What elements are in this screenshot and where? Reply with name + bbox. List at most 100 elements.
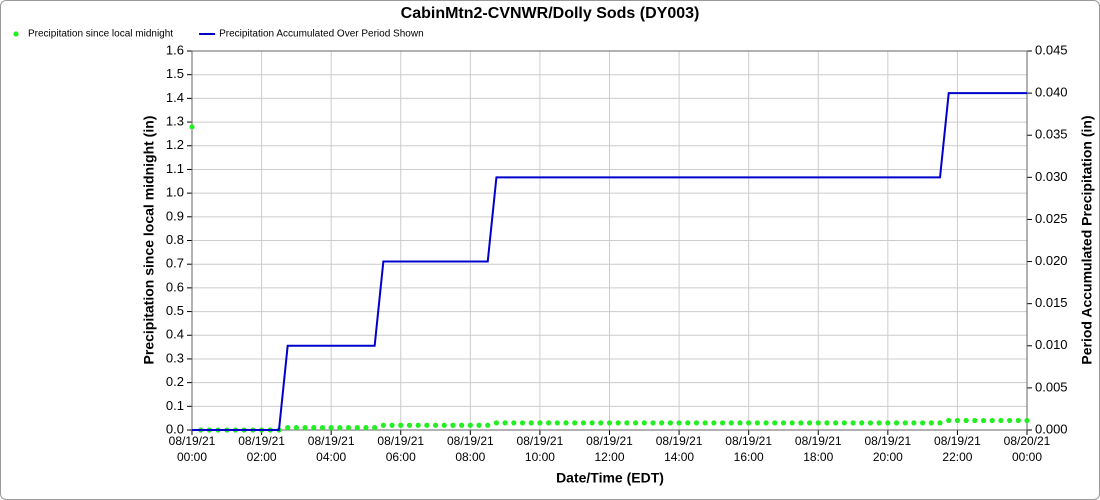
data-point [667,420,673,426]
y-axis-label: Precipitation since local midnight (in) [141,116,157,365]
data-point [441,422,447,428]
y-tick-label: 0.4 [166,327,184,342]
data-point [859,420,865,426]
data-point [189,124,195,130]
data-point [302,425,308,431]
data-point [546,420,552,426]
data-point [798,420,804,426]
data-point [493,420,500,426]
data-point [659,420,665,426]
data-point [476,422,482,428]
y-tick-label: 0.8 [166,232,184,247]
y-tick-label: 0.0 [166,421,184,436]
data-point [615,420,621,426]
data-point [824,420,830,426]
data-point [719,420,726,426]
data-point [911,420,917,426]
data-point [850,420,856,426]
data-point [337,425,343,431]
data-point [485,422,491,428]
data-point [432,422,439,428]
data-point [380,422,386,428]
y2-tick-label: 0.010 [1035,337,1068,352]
data-point [772,420,778,426]
data-point [711,420,717,426]
y-tick-label: 0.2 [166,374,184,389]
data-point [502,420,508,426]
data-point [702,420,708,426]
data-point [450,422,456,428]
data-point [363,425,369,431]
y2-tick-label: 0.025 [1035,211,1068,226]
data-point [754,420,760,426]
data-point [972,417,978,424]
data-point [763,420,769,426]
data-point [606,420,613,426]
data-point [728,420,734,426]
data-point [893,420,900,426]
data-point [920,420,926,426]
y2-tick-label: 0.045 [1035,42,1068,57]
data-point [285,425,291,431]
y-tick-label: 1.1 [166,161,184,176]
data-point [398,422,404,428]
data-point [980,417,987,424]
data-point [389,422,395,428]
y-tick-label: 0.1 [166,398,184,413]
y-tick-label: 0.7 [166,256,184,271]
data-point [372,425,378,431]
data-point [789,420,795,426]
data-point [885,420,891,426]
data-point [554,420,560,426]
data-point [624,420,630,426]
data-point [598,420,604,426]
y2-tick-label: 0.035 [1035,127,1068,142]
data-point [1007,417,1013,424]
y2-tick-label: 0.000 [1035,421,1068,436]
data-point [345,425,352,431]
data-point [528,420,534,426]
y-tick-label: 0.5 [166,303,184,318]
y2-tick-label: 0.020 [1035,253,1068,268]
data-point [459,422,465,428]
data-line [192,92,1027,431]
x-tick-label: 08/19/21 04:00 [307,434,355,464]
x-tick-label: 08/19/21 12:00 [586,434,633,464]
data-point [632,420,639,426]
y2-tick-label: 0.015 [1035,295,1068,310]
x-axis-label: Date/Time (EDT) [556,470,664,486]
x-tick-label: 08/19/21 22:00 [934,434,981,464]
x-tick-label: 08/20/21 00:00 [1003,434,1051,464]
data-point [580,420,587,426]
data-point [641,420,647,426]
y-tick-label: 1.3 [166,114,184,129]
data-point [737,420,743,426]
data-point [876,420,882,426]
data-point [746,420,752,426]
data-point [328,425,334,431]
data-point [537,420,543,426]
data-point [293,425,299,431]
data-point [780,420,787,426]
data-point [867,420,874,426]
data-point [415,422,421,428]
data-point [563,420,569,426]
data-point [815,420,821,426]
data-point [946,417,952,424]
y-tick-label: 0.6 [166,279,184,294]
chart-title: CabinMtn2-CVNWR/Dolly Sods (DY003) [401,5,700,22]
data-point [1024,417,1030,424]
data-point [467,422,473,428]
data-point [650,420,656,426]
y2-axis-label: Period Accumulated Precipitation (in) [1079,115,1095,364]
data-point [928,420,934,426]
y2-tick-label: 0.040 [1035,85,1068,100]
y-tick-label: 0.9 [166,208,184,223]
x-tick-label: 08/19/21 20:00 [864,434,912,464]
y2-tick-label: 0.005 [1035,379,1068,394]
data-point [676,420,682,426]
y2-tick-label: 0.030 [1035,169,1068,184]
x-tick-label: 08/19/21 16:00 [725,434,773,464]
data-point [693,420,700,426]
legend-label: Precipitation Accumulated Over Period Sh… [219,29,424,40]
